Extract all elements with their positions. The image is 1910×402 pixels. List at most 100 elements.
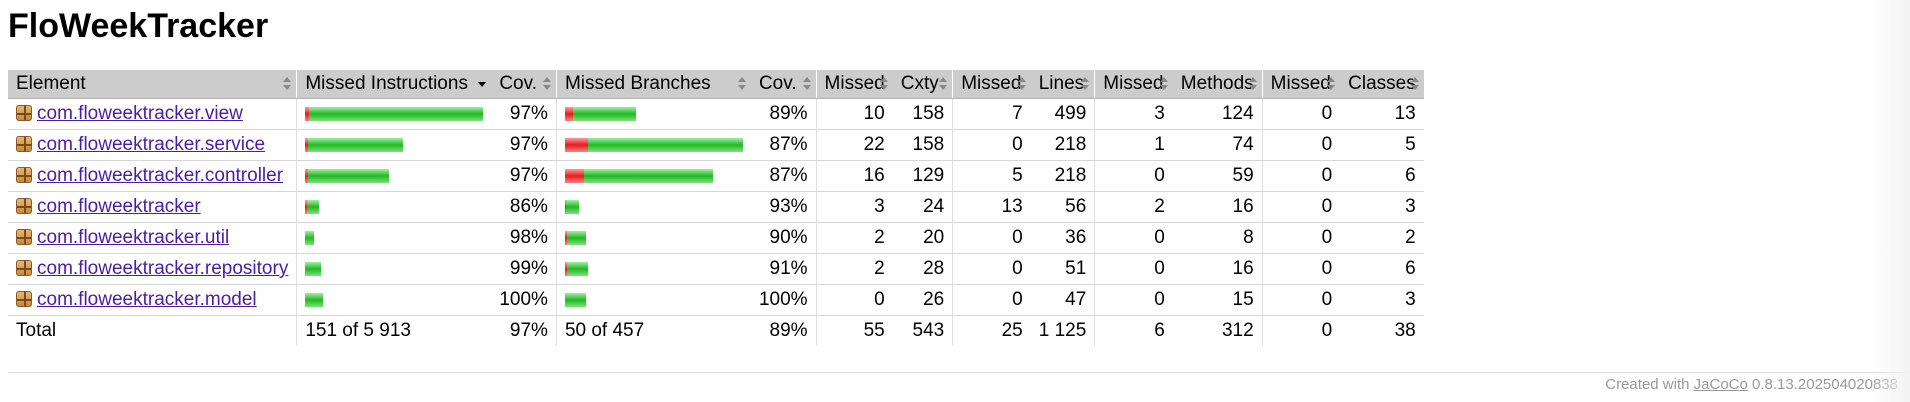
cov-branches-cell: 93% [750, 191, 817, 223]
cov-branches-cell: 89% [750, 98, 817, 130]
header-lines[interactable]: Lines [1030, 70, 1095, 99]
missed-methods-cell: 0 [1094, 160, 1173, 192]
header-methods[interactable]: Methods [1172, 70, 1263, 99]
missed-instructions-bar-cell [296, 98, 492, 130]
missed-classes-cell: 0 [1261, 160, 1341, 192]
sort-icon [1326, 77, 1336, 91]
classes-cell: 2 [1340, 222, 1424, 254]
covered-bar-segment [305, 261, 322, 276]
table-row: com.floweektracker.util 98% 90% 2 20 0 36 0 8 0 2 [8, 222, 1424, 254]
header-classes[interactable]: Classes [1340, 70, 1424, 99]
total-missed-classes: 0 [1261, 315, 1341, 346]
cxty-cell: 158 [892, 98, 953, 130]
table-row: com.floweektracker 86% 93% 3 24 13 56 2 16 0 3 [8, 191, 1424, 223]
total-cov-branches: 89% [750, 315, 817, 346]
package-icon [16, 229, 32, 245]
total-label: Total [8, 315, 297, 346]
missed-lines-cell: 0 [952, 222, 1031, 254]
missed-instructions-bar-cell [296, 191, 492, 223]
header-cxty[interactable]: Cxty [892, 70, 953, 99]
cov-instructions-cell: 99% [491, 253, 557, 285]
table-row: com.floweektracker.model 100% 100% 0 26 0 47 0 1… [8, 284, 1424, 316]
total-lines: 1 125 [1030, 315, 1095, 346]
missed-cxty-cell: 10 [815, 98, 893, 130]
covered-bar-segment [305, 292, 324, 307]
missed-classes-cell: 0 [1261, 98, 1341, 130]
methods-cell: 15 [1172, 284, 1263, 316]
methods-cell: 16 [1172, 253, 1263, 285]
package-link[interactable]: com.floweektracker.service [37, 134, 266, 155]
lines-cell: 36 [1030, 222, 1095, 254]
header-missed-methods-label: Missed [1103, 73, 1164, 94]
missed-instructions-bar-cell [296, 284, 492, 316]
package-link[interactable]: com.floweektracker [37, 196, 201, 217]
lines-cell: 47 [1030, 284, 1095, 316]
classes-cell: 3 [1340, 191, 1424, 223]
table-row: com.floweektracker.service 97% 87% 22 158 0 21… [8, 129, 1424, 161]
missed-branches-bar-cell [555, 284, 751, 316]
missed-bar-segment [564, 137, 588, 152]
missed-branches-bar-cell [555, 191, 751, 223]
total-branches: 50 of 457 [555, 315, 751, 346]
header-cov-instructions-label: Cov. [499, 73, 537, 94]
cov-branches-cell: 87% [750, 129, 817, 161]
coverage-bar [564, 106, 636, 121]
cov-instructions-cell: 97% [491, 160, 557, 192]
element-cell: com.floweektracker.model [8, 284, 297, 316]
sort-icon [1080, 77, 1090, 91]
covered-bar-segment [565, 199, 579, 214]
cxty-cell: 26 [892, 284, 953, 316]
header-missed-lines[interactable]: Missed [952, 70, 1031, 99]
missed-cxty-cell: 3 [815, 191, 893, 223]
cxty-cell: 24 [892, 191, 953, 223]
missed-branches-bar-cell [555, 222, 751, 254]
table-row: com.floweektracker.repository 99% 91% 2 28 0 5… [8, 253, 1424, 285]
header-missed-instructions[interactable]: Missed Instructions [296, 70, 492, 99]
header-element-label: Element [16, 73, 86, 94]
package-link[interactable]: com.floweektracker.model [37, 289, 257, 310]
header-missed-classes[interactable]: Missed [1261, 70, 1341, 99]
header-missed-cxty-label: Missed [824, 73, 885, 94]
header-cov-branches[interactable]: Cov. [750, 70, 817, 99]
missed-lines-cell: 5 [952, 160, 1031, 192]
package-link[interactable]: com.floweektracker.controller [37, 165, 284, 186]
classes-cell: 6 [1340, 160, 1424, 192]
header-missed-branches[interactable]: Missed Branches [555, 70, 751, 99]
lines-cell: 56 [1030, 191, 1095, 223]
missed-cxty-cell: 22 [815, 129, 893, 161]
cov-branches-cell: 90% [750, 222, 817, 254]
cov-instructions-cell: 97% [491, 129, 557, 161]
sort-icon [802, 77, 812, 91]
package-link[interactable]: com.floweektracker.repository [37, 258, 289, 279]
total-classes: 38 [1340, 315, 1424, 346]
footer: Created with JaCoCo 0.8.13.202504020838 [1605, 376, 1898, 393]
coverage-bar [305, 168, 390, 183]
element-cell: com.floweektracker [8, 191, 297, 223]
missed-instructions-bar-cell [296, 160, 492, 192]
coverage-bar [305, 199, 320, 214]
element-cell: com.floweektracker.view [8, 98, 297, 130]
missed-classes-cell: 0 [1261, 253, 1341, 285]
sort-icon [542, 77, 552, 91]
total-missed-lines: 25 [952, 315, 1031, 346]
header-lines-label: Lines [1038, 73, 1085, 94]
header-missed-cxty[interactable]: Missed [815, 70, 893, 99]
cov-instructions-cell: 97% [491, 98, 557, 130]
table-body: com.floweektracker.view 97% 89% 10 158 7 499 3 1… [8, 98, 1424, 316]
header-cov-instructions[interactable]: Cov. [491, 70, 557, 99]
missed-cxty-cell: 2 [815, 253, 893, 285]
total-instructions: 151 of 5 913 [296, 315, 492, 346]
missed-branches-bar-cell [555, 129, 751, 161]
header-missed-lines-label: Missed [961, 73, 1022, 94]
missed-lines-cell: 0 [952, 253, 1031, 285]
package-link[interactable]: com.floweektracker.view [37, 103, 243, 124]
jacoco-link[interactable]: JaCoCo [1693, 376, 1748, 393]
package-link[interactable]: com.floweektracker.util [37, 227, 230, 248]
methods-cell: 8 [1172, 222, 1263, 254]
missed-instructions-bar-cell [296, 222, 492, 254]
header-element[interactable]: Element [8, 70, 297, 99]
package-icon [16, 136, 32, 152]
covered-bar-segment [307, 199, 320, 214]
page-title: FloWeekTracker [8, 7, 269, 45]
header-missed-methods[interactable]: Missed [1094, 70, 1173, 99]
